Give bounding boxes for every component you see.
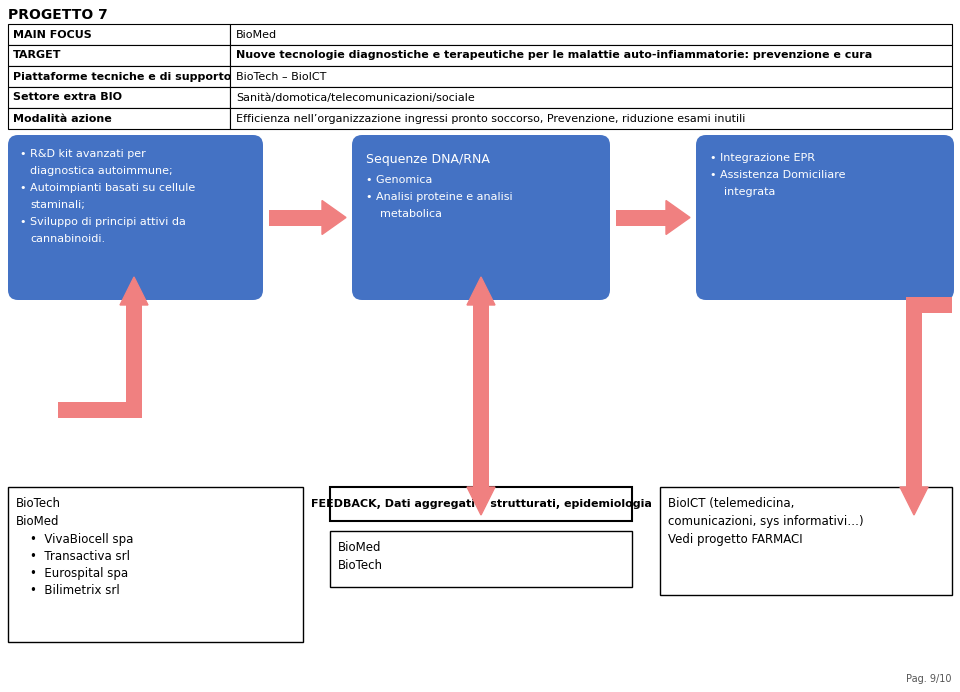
Bar: [58, 402, 142, 418]
Text: integrata: integrata: [724, 187, 776, 197]
Text: • Integrazione EPR: • Integrazione EPR: [710, 153, 815, 163]
FancyBboxPatch shape: [696, 135, 954, 300]
Text: • Sviluppo di principi attivi da: • Sviluppo di principi attivi da: [20, 217, 186, 227]
Bar: [330, 531, 632, 587]
FancyBboxPatch shape: [352, 135, 610, 300]
Bar: [473, 305, 489, 487]
Text: FEEDBACK, Dati aggregati e strutturati, epidemiologia: FEEDBACK, Dati aggregati e strutturati, …: [311, 499, 652, 509]
Polygon shape: [467, 277, 495, 305]
Bar: [230, 87, 952, 108]
Text: Sanità/domotica/telecomunicazioni/sociale: Sanità/domotica/telecomunicazioni/social…: [236, 93, 475, 102]
Bar: [230, 24, 952, 45]
Text: BioTech – BioICT: BioTech – BioICT: [236, 71, 326, 82]
Polygon shape: [900, 487, 928, 515]
Text: • Genomica: • Genomica: [366, 175, 432, 185]
Text: Pag. 9/10: Pag. 9/10: [906, 674, 952, 684]
Text: staminali;: staminali;: [30, 200, 84, 210]
Text: Sequenze DNA/RNA: Sequenze DNA/RNA: [366, 153, 490, 166]
Text: Modalità azione: Modalità azione: [13, 113, 111, 123]
Text: • Assistenza Domiciliare: • Assistenza Domiciliare: [710, 170, 846, 180]
Text: •  VivaBiocell spa: • VivaBiocell spa: [30, 533, 133, 546]
Bar: [8, 24, 230, 45]
Bar: [8, 45, 230, 66]
Text: Settore extra BIO: Settore extra BIO: [13, 93, 122, 102]
Text: BioMed: BioMed: [236, 30, 277, 39]
Text: MAIN FOCUS: MAIN FOCUS: [13, 30, 92, 39]
Text: Nuove tecnologie diagnostiche e terapeutiche per le malattie auto-infiammatorie:: Nuove tecnologie diagnostiche e terapeut…: [236, 51, 873, 60]
Text: • Autoimpianti basati su cellule: • Autoimpianti basati su cellule: [20, 183, 195, 193]
Text: Efficienza nell’organizzazione ingressi pronto soccorso, Prevenzione, riduzione : Efficienza nell’organizzazione ingressi …: [236, 113, 745, 123]
Polygon shape: [467, 487, 495, 515]
Bar: [8, 66, 230, 87]
Bar: [660, 487, 952, 595]
Bar: [230, 108, 952, 129]
Text: BioTech
BioMed: BioTech BioMed: [16, 497, 61, 528]
Bar: [616, 210, 666, 226]
Text: PROGETTO 7: PROGETTO 7: [8, 8, 108, 22]
Bar: [906, 297, 952, 313]
Bar: [230, 45, 952, 66]
Bar: [8, 87, 230, 108]
Bar: [906, 305, 922, 487]
Bar: [126, 305, 142, 410]
Bar: [8, 487, 303, 642]
Bar: [8, 108, 230, 129]
Text: diagnostica autoimmune;: diagnostica autoimmune;: [30, 166, 173, 176]
Polygon shape: [322, 201, 346, 235]
Text: BioMed: BioMed: [338, 541, 381, 554]
Text: BioICT (telemedicina,
comunicazioni, sys informativi…)
Vedi progetto FARMACI: BioICT (telemedicina, comunicazioni, sys…: [668, 497, 864, 546]
Polygon shape: [666, 201, 690, 235]
Text: • Analisi proteine e analisi: • Analisi proteine e analisi: [366, 192, 513, 202]
Polygon shape: [120, 277, 148, 305]
Bar: [230, 66, 952, 87]
Text: cannabinoidi.: cannabinoidi.: [30, 234, 106, 244]
FancyBboxPatch shape: [8, 135, 263, 300]
Text: •  Eurospital spa: • Eurospital spa: [30, 567, 128, 580]
Text: • R&D kit avanzati per: • R&D kit avanzati per: [20, 149, 146, 159]
Bar: [269, 210, 322, 226]
Text: TARGET: TARGET: [13, 51, 61, 60]
Text: •  Transactiva srl: • Transactiva srl: [30, 550, 130, 563]
Text: •  Bilimetrix srl: • Bilimetrix srl: [30, 584, 120, 597]
Text: BioTech: BioTech: [338, 559, 383, 572]
Text: metabolica: metabolica: [380, 209, 442, 219]
Text: Piattaforme tecniche e di supporto: Piattaforme tecniche e di supporto: [13, 71, 231, 82]
Bar: [330, 487, 632, 521]
